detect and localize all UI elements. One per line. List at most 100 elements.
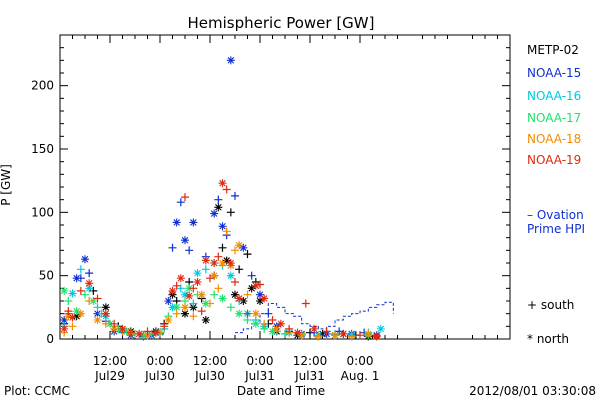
legend-ovation-line1: – Ovation — [527, 208, 584, 222]
data-point-noaa-19 — [256, 280, 264, 289]
data-point-noaa-17 — [281, 329, 289, 338]
footer-timestamp: 2012/08/01 03:30:08 — [469, 384, 596, 398]
data-point-noaa-18 — [172, 309, 181, 318]
x-axis-label: Date and Time — [237, 384, 325, 398]
data-point-noaa-18 — [347, 332, 356, 341]
data-point-noaa-19 — [339, 329, 348, 338]
data-point-noaa-18 — [231, 246, 239, 255]
data-point-noaa-17 — [268, 327, 277, 336]
data-point-noaa-19 — [168, 286, 177, 295]
plot-area: 05010015020012:00Jul290:00Jul3012:00Jul3… — [31, 34, 511, 383]
data-point-noaa-15 — [176, 198, 185, 207]
data-point-noaa-16 — [376, 324, 385, 333]
data-point-noaa-19 — [206, 274, 214, 283]
data-point-noaa-19 — [310, 324, 319, 333]
data-point-noaa-15 — [256, 290, 264, 299]
data-point-noaa-18 — [210, 271, 219, 280]
data-point-noaa-19 — [251, 281, 260, 290]
data-point-noaa-19 — [189, 284, 198, 293]
plot-credit: Plot: CCMC — [4, 384, 70, 398]
y-tick-label: 100 — [31, 205, 54, 219]
legend-item-noaa-17: NOAA-17 — [527, 111, 581, 125]
data-point-noaa-19 — [210, 259, 219, 267]
data-point-metp-02 — [72, 312, 81, 321]
data-point-noaa-16 — [85, 284, 94, 293]
legend-north: * north — [527, 332, 569, 346]
data-point-noaa-18 — [76, 309, 85, 318]
data-point-noaa-18 — [189, 312, 198, 321]
data-point-noaa-17 — [64, 297, 73, 305]
data-point-noaa-19 — [301, 299, 310, 308]
data-point-noaa-18 — [364, 329, 373, 338]
data-point-noaa-18 — [331, 331, 339, 340]
data-point-noaa-17 — [106, 319, 114, 328]
data-point-metp-02 — [101, 303, 110, 312]
data-point-noaa-18 — [101, 319, 110, 328]
data-point-noaa-19 — [193, 278, 202, 286]
x-tick-label-time: 12:00 — [193, 354, 228, 368]
legend-ovation-line2: Prime HPI — [527, 222, 585, 236]
data-point-noaa-19 — [201, 256, 210, 265]
data-point-noaa-19 — [222, 185, 231, 194]
legend-item-metp-02: METP-02 — [527, 43, 579, 57]
y-tick-label: 150 — [31, 142, 54, 156]
data-point-noaa-18 — [93, 316, 102, 324]
data-point-noaa-17 — [81, 290, 89, 299]
data-point-metp-02 — [89, 286, 98, 295]
x-tick-label-date: Jul31 — [244, 369, 275, 383]
data-point-noaa-17 — [218, 294, 227, 303]
data-point-metp-02 — [231, 290, 239, 299]
y-axis-label: P [GW] — [0, 164, 13, 206]
x-tick-label-date: Aug. 1 — [341, 369, 380, 383]
data-point-noaa-19 — [85, 279, 94, 288]
data-point-noaa-19 — [231, 278, 239, 286]
data-point-noaa-18 — [164, 316, 173, 324]
data-point-metp-02 — [239, 297, 248, 305]
data-point-noaa-19 — [322, 327, 331, 336]
data-point-noaa-19 — [181, 193, 189, 202]
data-point-noaa-15 — [247, 271, 256, 280]
data-point-noaa-15 — [93, 309, 102, 318]
data-point-noaa-19 — [118, 324, 127, 333]
data-point-metp-02 — [201, 316, 210, 324]
data-point-noaa-15 — [72, 274, 81, 283]
data-point-noaa-15 — [214, 195, 223, 204]
data-point-noaa-16 — [176, 284, 185, 293]
data-point-noaa-19 — [197, 307, 206, 316]
data-point-noaa-15 — [81, 255, 89, 264]
data-point-noaa-18 — [243, 290, 252, 299]
data-point-noaa-19 — [101, 309, 110, 318]
data-point-metp-02 — [318, 329, 327, 338]
data-point-noaa-18 — [272, 324, 281, 333]
data-point-noaa-18 — [218, 259, 227, 267]
x-tick-label-date: Jul29 — [94, 369, 125, 383]
data-point-noaa-19 — [372, 332, 381, 341]
data-point-noaa-16 — [68, 289, 77, 298]
data-point-noaa-18 — [68, 322, 77, 331]
data-point-noaa-19 — [172, 281, 181, 290]
data-point-metp-02 — [222, 256, 231, 265]
data-point-noaa-19 — [126, 328, 135, 337]
data-point-noaa-18 — [297, 331, 306, 340]
data-point-metp-02 — [214, 203, 223, 212]
data-point-noaa-18 — [110, 324, 119, 333]
data-point-noaa-15 — [76, 274, 85, 283]
y-tick-label: 200 — [31, 79, 54, 93]
y-tick-label: 0 — [46, 332, 54, 346]
data-point-noaa-15 — [172, 218, 181, 227]
data-point-noaa-19 — [243, 309, 252, 318]
data-point-noaa-19 — [218, 179, 227, 188]
data-point-noaa-15 — [226, 56, 235, 65]
data-point-noaa-18 — [181, 303, 189, 312]
data-point-noaa-17 — [122, 327, 131, 336]
data-point-noaa-15 — [60, 316, 69, 324]
data-point-noaa-19 — [68, 313, 77, 322]
data-point-noaa-15 — [335, 327, 344, 336]
data-point-noaa-19 — [226, 259, 235, 267]
data-point-noaa-16 — [189, 299, 198, 308]
data-point-noaa-15 — [231, 191, 239, 200]
data-point-noaa-18 — [251, 309, 260, 318]
data-point-metp-02 — [235, 265, 244, 274]
data-point-noaa-15 — [168, 243, 177, 252]
